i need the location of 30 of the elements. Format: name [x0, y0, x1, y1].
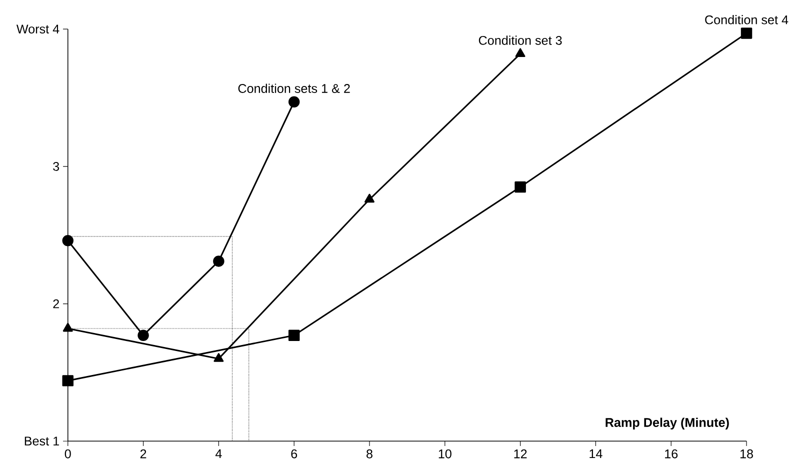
point	[364, 194, 374, 202]
x-tick-label: 14	[590, 449, 602, 458]
x-tick-label: 12	[514, 449, 527, 458]
point	[138, 330, 149, 341]
x-tick-label: 18	[740, 449, 753, 458]
y-tick-label: Worst 4	[16, 24, 60, 34]
x-tick-label: 6	[291, 449, 298, 458]
point	[515, 48, 526, 57]
y-tick-label: 2	[53, 299, 59, 308]
x-tick-label: 0	[64, 449, 71, 458]
series-label: Condition set 3	[478, 36, 562, 45]
x-tick-label: 4	[215, 449, 222, 458]
point	[213, 255, 224, 267]
x-tick-label: 16	[665, 449, 678, 458]
x-tick-label: 8	[366, 449, 372, 458]
x-tick-label: 2	[140, 449, 146, 458]
point	[514, 181, 526, 193]
point	[62, 322, 73, 332]
x-axis-title: Ramp Delay (Minute)	[606, 418, 729, 430]
point	[288, 330, 300, 341]
series-label: Condition sets 1 & 2	[238, 84, 350, 93]
point	[740, 27, 752, 39]
x-tick-label: 10	[438, 449, 452, 458]
point	[288, 96, 300, 108]
series-label: Condition set 4	[705, 14, 788, 24]
point	[214, 352, 224, 362]
point	[62, 374, 74, 386]
point	[62, 234, 74, 246]
y-tick-label: 3	[53, 162, 60, 171]
y-tick-label: Best 1	[24, 436, 59, 446]
